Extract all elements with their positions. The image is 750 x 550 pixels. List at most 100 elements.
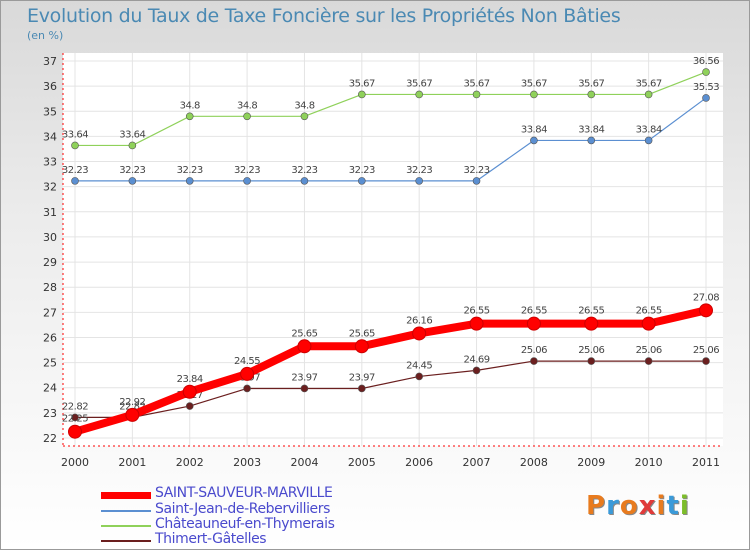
data-point xyxy=(358,90,366,99)
data-label: 32.23 xyxy=(406,165,432,176)
data-point xyxy=(358,384,366,393)
data-label: 26.55 xyxy=(636,306,662,317)
data-point xyxy=(530,357,538,365)
logo-letter: i xyxy=(679,491,690,521)
data-point xyxy=(71,177,79,185)
data-label: 23.84 xyxy=(177,374,203,385)
data-label: 25.65 xyxy=(291,328,317,339)
data-point xyxy=(71,413,79,422)
data-label: 34.8 xyxy=(237,100,257,111)
series-line xyxy=(74,360,707,418)
logo-letter: P xyxy=(586,491,607,521)
data-label: 35.67 xyxy=(463,78,489,89)
data-label: 25.65 xyxy=(349,328,375,339)
data-label: 23.97 xyxy=(349,372,375,383)
data-label: 35.67 xyxy=(578,78,604,89)
data-point xyxy=(128,141,137,150)
data-point xyxy=(584,316,599,331)
data-point xyxy=(300,384,309,393)
data-point xyxy=(240,366,255,381)
data-point xyxy=(530,90,538,99)
series-line xyxy=(74,71,707,147)
data-point xyxy=(530,136,538,145)
data-label: 35.67 xyxy=(636,78,662,89)
data-point xyxy=(358,177,366,185)
plot-area xyxy=(63,53,723,446)
data-point xyxy=(68,424,82,439)
data-point xyxy=(182,384,197,399)
proxiti-logo: Proxiti xyxy=(586,491,690,521)
data-label: 26.55 xyxy=(463,306,489,317)
y-tick-label: 31 xyxy=(43,206,57,219)
y-tick-label: 24 xyxy=(43,382,57,395)
x-tick-label: 2002 xyxy=(176,456,204,469)
logo-letter: x xyxy=(638,491,657,521)
data-label: 36.56 xyxy=(693,56,719,67)
legend-swatch xyxy=(101,540,151,542)
data-label: 35.53 xyxy=(693,82,719,93)
data-point xyxy=(702,94,710,102)
legend-swatch xyxy=(101,510,151,512)
data-label: 32.23 xyxy=(119,165,145,176)
x-tick-label: 2008 xyxy=(520,456,548,469)
data-label: 35.67 xyxy=(406,78,432,89)
data-point xyxy=(185,177,194,185)
logo-letter: r xyxy=(606,491,620,521)
data-point xyxy=(297,339,312,354)
y-tick-label: 32 xyxy=(43,181,57,194)
data-label: 34.8 xyxy=(180,100,200,111)
legend-label: Thimert-Gâtelles xyxy=(155,531,267,547)
x-tick-label: 2000 xyxy=(61,456,89,469)
data-label: 22.82 xyxy=(62,401,88,412)
data-label: 25.06 xyxy=(693,345,719,356)
y-tick-label: 30 xyxy=(43,231,57,244)
data-point xyxy=(415,90,423,99)
x-tick-label: 2004 xyxy=(290,456,318,469)
y-tick-label: 36 xyxy=(43,80,57,93)
data-label: 24.69 xyxy=(463,354,489,365)
x-tick-label: 2007 xyxy=(463,456,491,469)
data-point xyxy=(699,303,713,318)
data-point xyxy=(587,357,596,365)
data-label: 32.23 xyxy=(291,165,317,176)
data-label: 25.06 xyxy=(578,345,604,356)
legend-label: Châteauneuf-en-Thymerais xyxy=(155,516,335,532)
data-label: 25.06 xyxy=(521,345,547,356)
logo-letter: i xyxy=(656,491,667,521)
data-point xyxy=(300,112,309,121)
x-tick-label: 2005 xyxy=(348,456,376,469)
y-tick-label: 34 xyxy=(43,130,57,143)
data-label: 33.64 xyxy=(119,129,145,140)
y-tick-label: 33 xyxy=(43,156,57,169)
data-point xyxy=(71,141,79,150)
y-tick-label: 26 xyxy=(43,331,57,344)
data-point xyxy=(587,136,596,145)
legend-label: Saint-Jean-de-Rebervilliers xyxy=(155,501,331,517)
logo-letter: t xyxy=(666,491,680,521)
data-point xyxy=(702,357,710,365)
y-tick-label: 23 xyxy=(43,407,57,420)
x-tick-label: 2010 xyxy=(635,456,663,469)
data-label: 24.45 xyxy=(406,360,432,371)
x-tick-label: 2001 xyxy=(118,456,146,469)
chart-title: Evolution du Taux de Taxe Foncière sur l… xyxy=(27,5,621,27)
data-label: 32.23 xyxy=(349,165,375,176)
data-label: 23.97 xyxy=(291,372,317,383)
data-label: 27.08 xyxy=(693,292,719,303)
x-tick-label: 2006 xyxy=(405,456,433,469)
data-label: 26.16 xyxy=(406,315,432,326)
y-tick-label: 22 xyxy=(43,432,57,445)
legend-swatch xyxy=(101,492,151,499)
data-point xyxy=(243,384,251,393)
data-point xyxy=(644,136,653,145)
legend-swatch xyxy=(101,525,151,527)
data-label: 33.84 xyxy=(521,124,547,135)
data-label: 33.64 xyxy=(62,129,88,140)
data-label: 34.8 xyxy=(294,100,314,111)
data-point xyxy=(472,177,481,185)
y-tick-label: 29 xyxy=(43,256,57,269)
data-point xyxy=(300,177,309,185)
data-point xyxy=(644,357,653,365)
